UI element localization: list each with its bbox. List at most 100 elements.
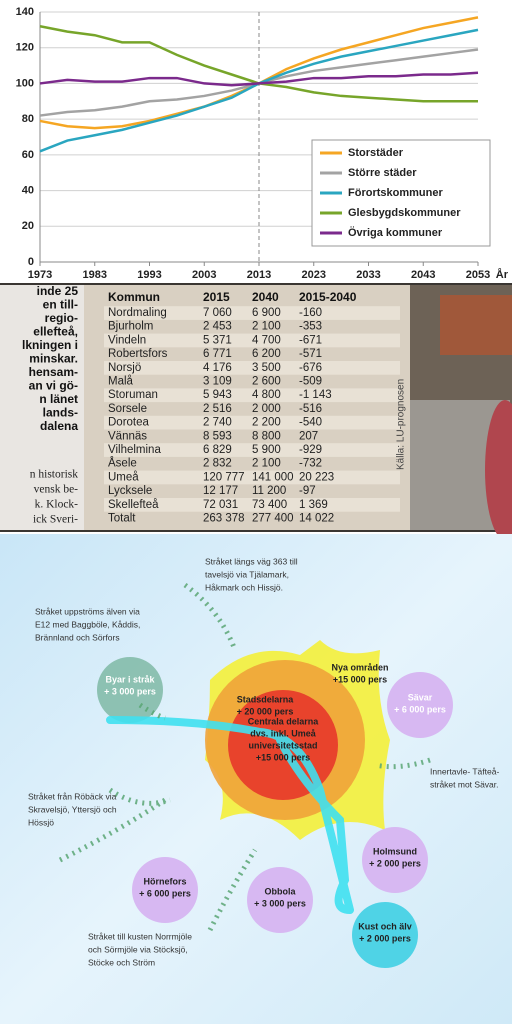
diagram-label: Stråket till kusten Norrmjöle <box>88 931 192 941</box>
y-tick-label: 40 <box>22 184 34 196</box>
row-stripe <box>104 306 400 320</box>
diagram-label: Holmsund <box>373 846 417 856</box>
diagram-label: Innertavle- Täfteå- <box>430 766 499 776</box>
x-tick-label: 2013 <box>247 269 271 281</box>
news-text: lands- <box>43 406 78 420</box>
table-cell: 14 022 <box>299 513 334 525</box>
table: Kommun 2015 2040 2015-2040 Nordmaling 7 060 6 … <box>22 284 407 525</box>
diagram: Stråket längs väg 363 till tavelsjö via T… <box>28 556 499 967</box>
table-cell: 2 832 <box>203 458 232 470</box>
table-source: Källa: LU-prognosen <box>396 379 407 470</box>
diagram-label: Stråket längs väg 363 till <box>205 556 298 566</box>
table-cell: 2 740 <box>203 417 232 429</box>
diagram-label: Byar i stråk <box>105 674 155 684</box>
x-axis-label: År <box>496 268 509 281</box>
table-cell: -353 <box>299 321 322 333</box>
table-cell: 2 600 <box>252 376 281 388</box>
diagram-label: Nya områden <box>331 662 388 672</box>
diagram-label: stråket mot Sävar. <box>430 779 499 789</box>
table-header: 2015 <box>203 290 230 304</box>
series-line <box>39 71 479 87</box>
table-cell: -732 <box>299 458 322 470</box>
table-cell: 263 378 <box>203 513 245 525</box>
table-cell: 5 900 <box>252 444 281 456</box>
row-stripe <box>104 443 400 457</box>
coast-circle <box>352 902 418 968</box>
arrows <box>58 582 431 932</box>
y-tick-label: 60 <box>22 149 34 161</box>
table-header: 2015-2040 <box>299 290 357 304</box>
table-cell: Åsele <box>108 457 137 470</box>
news-text: hensam- <box>29 365 78 379</box>
table-cell: 5 943 <box>203 389 232 401</box>
news-text: ellefteå, <box>33 325 78 339</box>
y-tick-label: 120 <box>16 42 34 54</box>
table-cell: Vilhelmina <box>108 444 161 456</box>
x-tick-label: 2043 <box>411 269 435 281</box>
table-cell: 6 829 <box>203 444 232 456</box>
table-cell: 3 109 <box>203 376 232 388</box>
diagram-label: Kust och älv <box>358 921 412 931</box>
diagram-label: Stöcke och Ström <box>88 957 155 967</box>
diagram-label: Brännland och Sörfors <box>35 632 120 642</box>
news-text: inde 25 <box>37 284 79 298</box>
river <box>106 716 354 914</box>
table-cell: Dorotea <box>108 417 150 429</box>
row-stripe <box>104 498 400 512</box>
table-cell: -509 <box>299 376 322 388</box>
table-cell: 73 400 <box>252 499 287 511</box>
diagram-label: + 2 000 pers <box>359 933 411 943</box>
news-text: en till- <box>43 298 78 312</box>
table-cell: 4 800 <box>252 389 281 401</box>
table-cell: 207 <box>299 430 318 442</box>
table-bg <box>84 285 410 530</box>
y-tick-label: 0 <box>28 256 34 268</box>
table-cell: Lycksele <box>108 485 152 497</box>
table-cell: Skellefteå <box>108 499 159 511</box>
diagram-label: och Sörmjöle via Stöcksjö, <box>88 944 188 954</box>
table-cell: 2 100 <box>252 458 281 470</box>
row-stripe <box>104 415 400 430</box>
news-text: k. Klock- <box>35 499 79 511</box>
news-column <box>0 285 84 530</box>
x-tick-label: 2033 <box>356 269 380 281</box>
table-cell: -516 <box>299 403 322 415</box>
diagram-label: Skravelsjö, Yttersjö och <box>28 804 117 814</box>
diagram-label: Obbola <box>265 886 297 896</box>
legend-label: Glesbygdskommuner <box>348 207 461 219</box>
diagram-label: + 6 000 pers <box>139 888 191 898</box>
legend-label: Övriga kommuner <box>348 226 443 239</box>
diagram-label: Håkmark och Hissjö. <box>205 582 283 592</box>
table-cell: 141 000 <box>252 471 294 483</box>
row-stripe <box>104 361 400 375</box>
diagram-label: Stadsdelarna <box>237 694 295 704</box>
diagram-label: universitetsstad <box>248 740 317 750</box>
diagram-label: Stråket från Röbäck via <box>28 791 117 801</box>
table-cell: 12 177 <box>203 485 238 497</box>
table-cell: Vindeln <box>108 334 146 346</box>
news-text: minskar. <box>29 352 78 366</box>
x-tick-label: 2003 <box>192 269 216 281</box>
x-tick-label: 1973 <box>28 269 52 281</box>
diagram-label: Hörnefors <box>143 876 186 886</box>
diagram-label: Centrala delarna <box>248 716 320 726</box>
legend-label: Större städer <box>348 167 417 179</box>
y-tick-label: 140 <box>16 6 34 18</box>
table-cell: Malå <box>108 376 134 388</box>
x-tick-label: 2053 <box>466 269 490 281</box>
table-cell: 1 369 <box>299 499 328 511</box>
table-cell: Vännäs <box>108 430 147 442</box>
village-circle <box>97 657 163 723</box>
table-cell: 7 060 <box>203 307 232 319</box>
diagram-label: + 20 000 pers <box>237 706 294 716</box>
diagram-label: +15 000 pers <box>333 674 387 684</box>
x-tick-label: 1993 <box>137 269 161 281</box>
table-cell: 2 200 <box>252 417 281 429</box>
table-cell: -160 <box>299 307 322 319</box>
diagram-label: Stråket uppströms älven via <box>35 606 140 616</box>
row-stripe <box>104 333 400 348</box>
table-cell: Totalt <box>108 513 136 525</box>
table-cell: 8 800 <box>252 430 281 442</box>
legend-label: Förortskommuner <box>348 187 443 199</box>
row-stripe <box>104 388 400 403</box>
